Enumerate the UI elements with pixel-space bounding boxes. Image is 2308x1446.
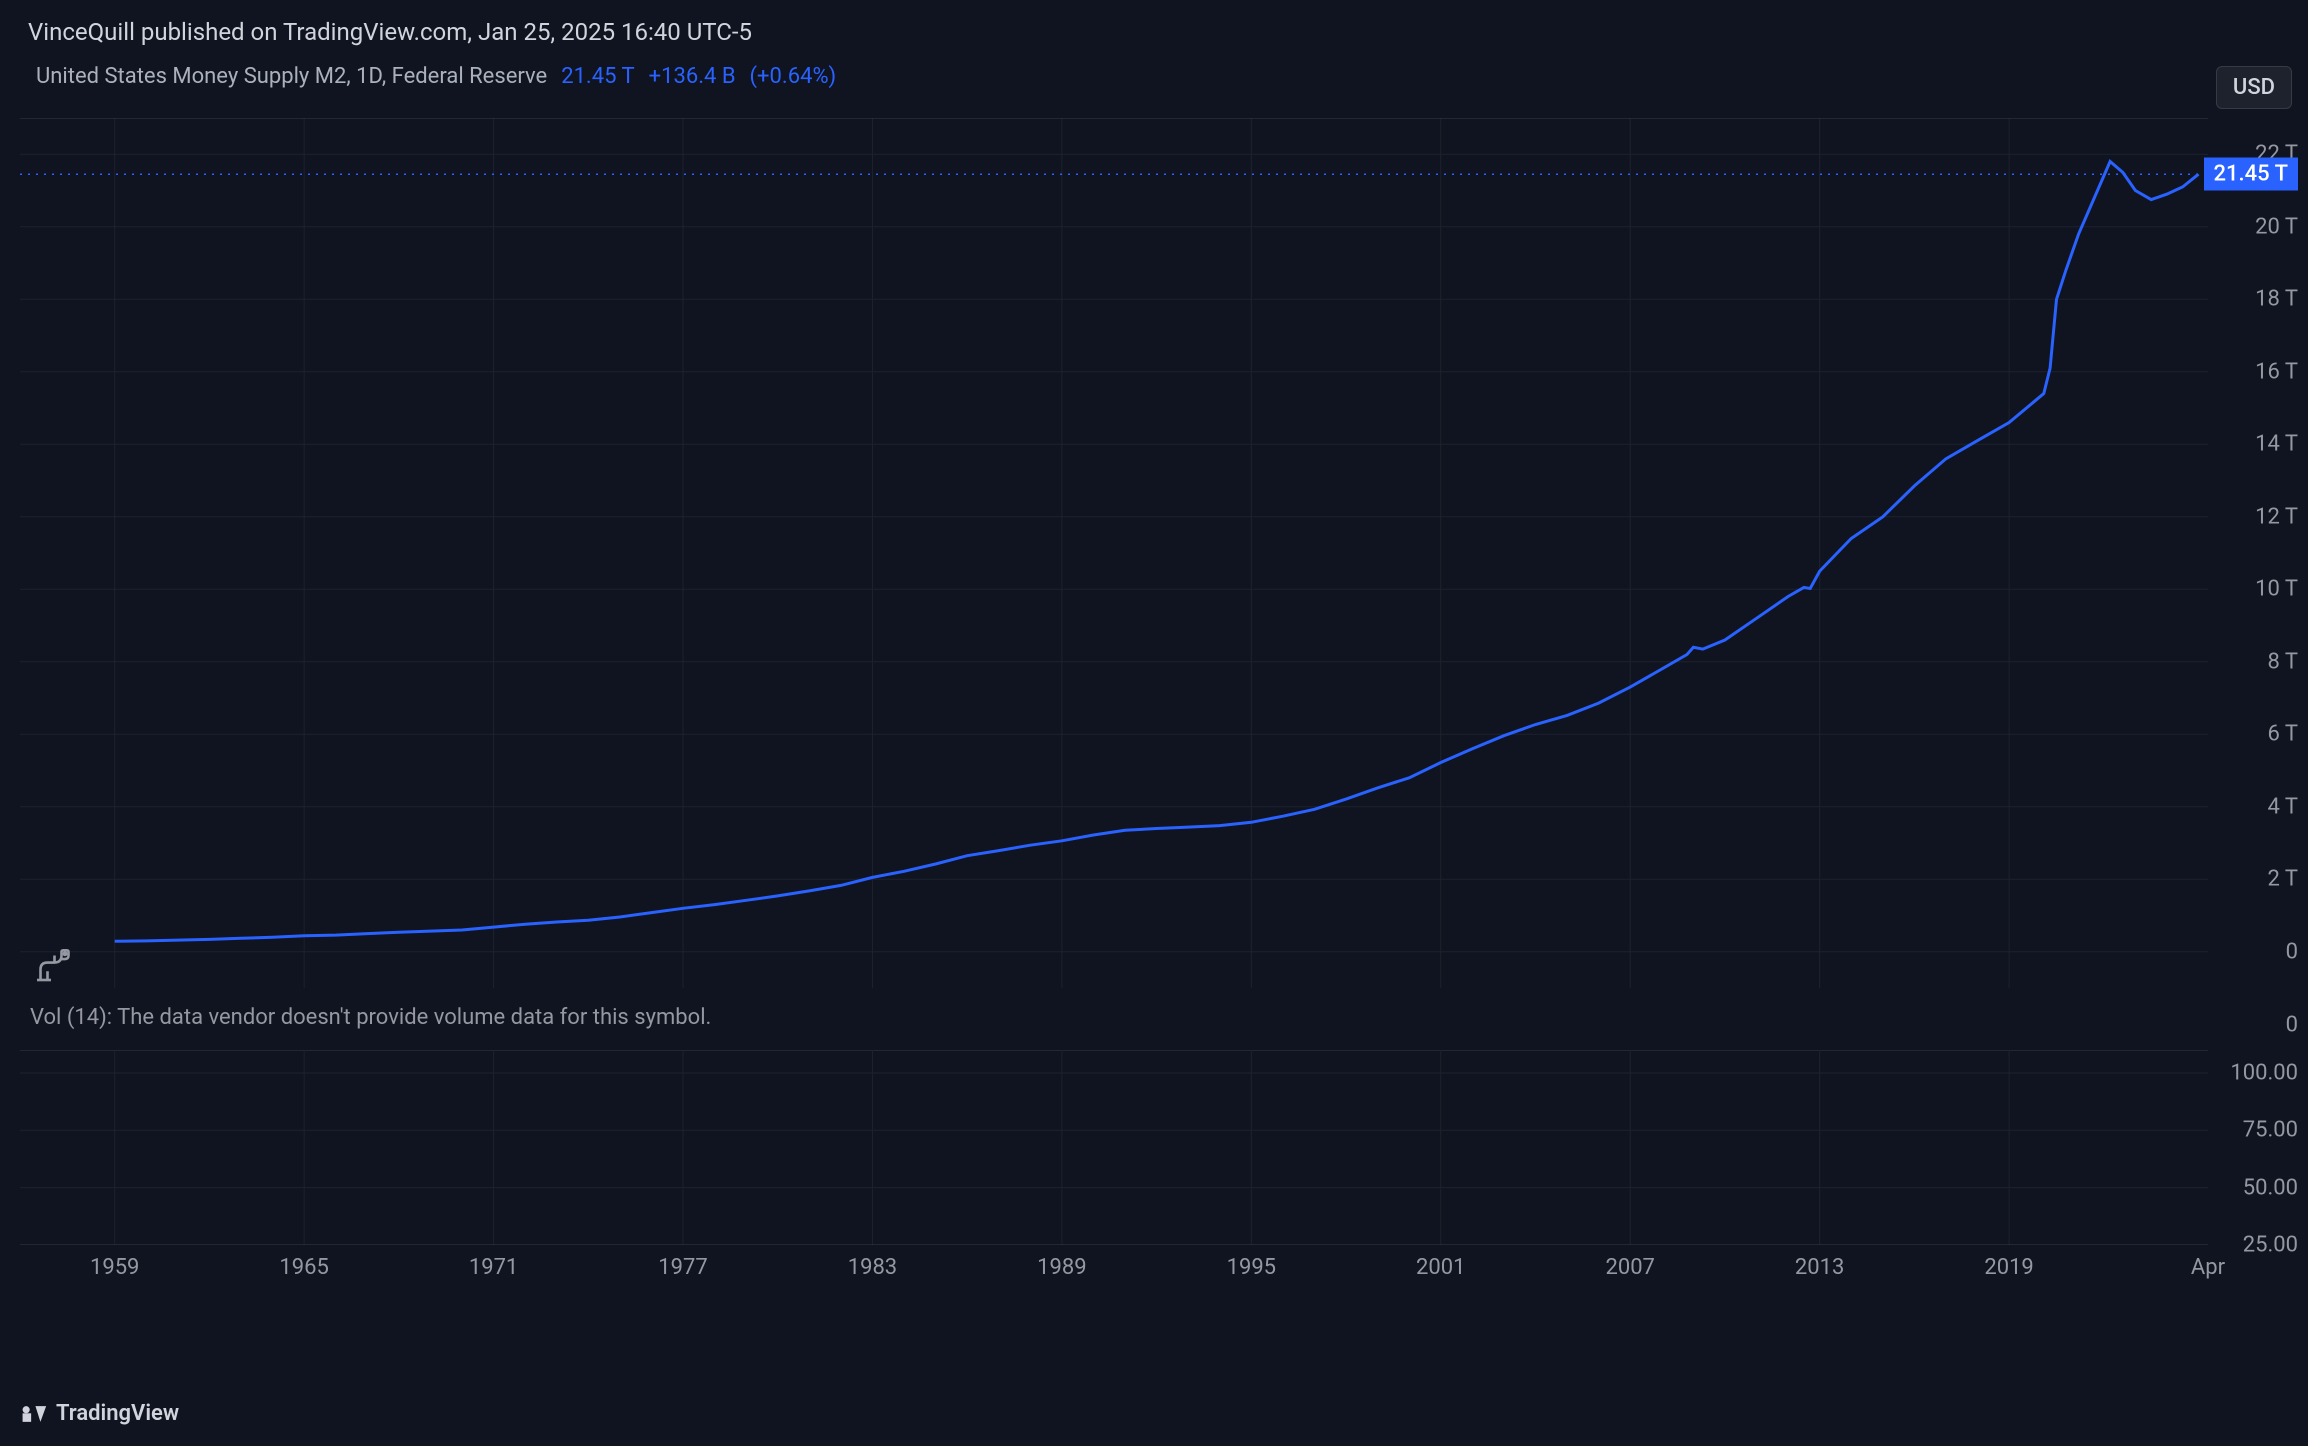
y-tick-label: 2 T (2267, 867, 2298, 892)
publish-text: VinceQuill published on TradingView.com,… (28, 18, 752, 46)
x-tick-label: 1959 (90, 1255, 139, 1280)
x-tick-label: 2013 (1795, 1255, 1844, 1280)
y-tick-label: 4 T (2267, 794, 2298, 819)
x-tick-label: 1971 (469, 1255, 518, 1280)
series-name: United States Money Supply M2, 1D, Feder… (36, 64, 547, 89)
lower-panel[interactable] (20, 1050, 2208, 1245)
y-tick-label: 6 T (2267, 722, 2298, 747)
x-tick-label: 2007 (1605, 1255, 1654, 1280)
y-tick-label: 18 T (2255, 287, 2298, 312)
lower-panel-svg (20, 1050, 2208, 1245)
series-info-bar: United States Money Supply M2, 1D, Feder… (0, 54, 2308, 97)
y-tick-label: 14 T (2255, 432, 2298, 457)
footer-brand-text: TradingView (56, 1401, 179, 1426)
volume-message: Vol (14): The data vendor doesn't provid… (30, 1005, 711, 1030)
y-axis: 02 T4 T6 T8 T10 T12 T14 T16 T18 T20 T22 … (2213, 118, 2298, 988)
x-tick-label: 1983 (848, 1255, 897, 1280)
series-change-pct: (+0.64%) (750, 64, 837, 89)
lower-y-tick-label: 100.00 (2230, 1060, 2298, 1085)
publish-header: VinceQuill published on TradingView.com,… (0, 0, 2308, 54)
volume-zero-label: 0 (2286, 1013, 2298, 1038)
currency-badge[interactable]: USD (2216, 66, 2292, 109)
x-axis: 1959 1965 1971 1977 1983 1989 1995 2001 2007 2013… (20, 1255, 2208, 1305)
lower-y-axis: 025.0050.0075.00100.00 (2213, 1005, 2298, 1245)
dino-icon (30, 945, 72, 987)
x-tick-label: 1977 (658, 1255, 707, 1280)
x-tick-label: 1965 (279, 1255, 328, 1280)
lower-y-tick-label: 75.00 (2243, 1118, 2298, 1143)
x-end-label: Apr (2191, 1255, 2225, 1280)
x-tick-label: 2019 (1984, 1255, 2033, 1280)
y-tick-label: 0 (2286, 939, 2298, 964)
tradingview-logo-icon (20, 1404, 48, 1424)
y-tick-label: 12 T (2255, 504, 2298, 529)
y-tick-label: 16 T (2255, 359, 2298, 384)
x-tick-label: 1989 (1037, 1255, 1086, 1280)
lower-y-tick-label: 50.00 (2243, 1175, 2298, 1200)
series-change-abs: +136.4 B (649, 64, 736, 89)
y-tick-label: 8 T (2267, 649, 2298, 674)
current-price-badge: 21.45 T (2204, 158, 2299, 191)
lower-y-tick-label: 25.00 (2243, 1233, 2298, 1258)
x-tick-label: 2001 (1416, 1255, 1465, 1280)
footer-brand[interactable]: TradingView (20, 1401, 179, 1426)
main-chart-svg (20, 118, 2208, 988)
currency-label: USD (2233, 75, 2275, 100)
x-tick-label: 1995 (1227, 1255, 1276, 1280)
main-chart[interactable] (20, 118, 2208, 988)
series-current-value: 21.45 T (561, 64, 634, 89)
volume-message-text: Vol (14): The data vendor doesn't provid… (30, 1005, 711, 1030)
y-tick-label: 20 T (2255, 214, 2298, 239)
y-tick-label: 10 T (2255, 577, 2298, 602)
